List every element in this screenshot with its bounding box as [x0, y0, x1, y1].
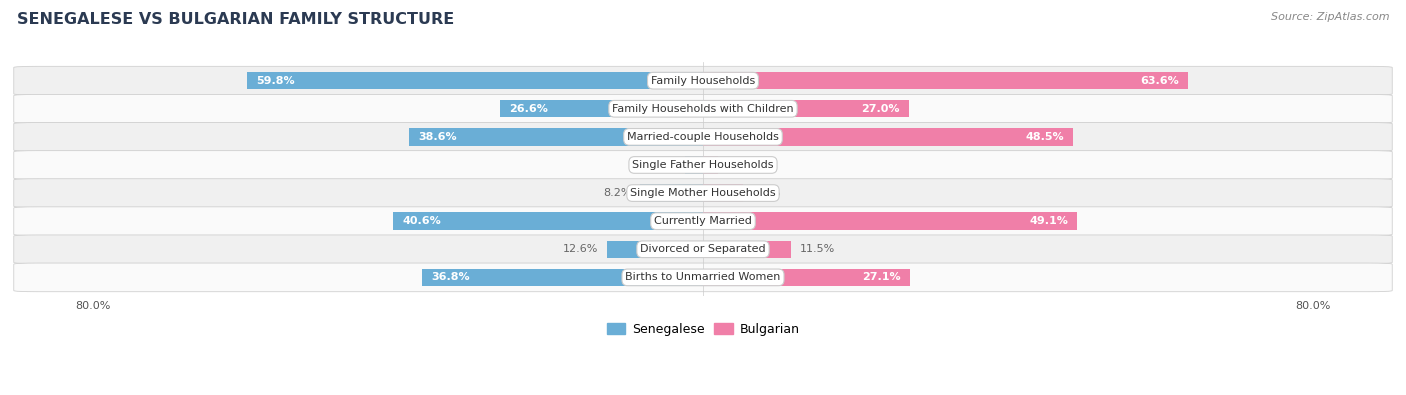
FancyBboxPatch shape — [14, 263, 1392, 292]
Text: SENEGALESE VS BULGARIAN FAMILY STRUCTURE: SENEGALESE VS BULGARIAN FAMILY STRUCTURE — [17, 12, 454, 27]
Text: 38.6%: 38.6% — [418, 132, 457, 142]
Text: 40.6%: 40.6% — [402, 216, 441, 226]
Text: 2.0%: 2.0% — [727, 160, 756, 170]
Bar — [703, 100, 908, 117]
Legend: Senegalese, Bulgarian: Senegalese, Bulgarian — [602, 318, 804, 341]
Text: 59.8%: 59.8% — [256, 76, 295, 86]
Text: Currently Married: Currently Married — [654, 216, 752, 226]
Text: Divorced or Separated: Divorced or Separated — [640, 244, 766, 254]
FancyBboxPatch shape — [14, 122, 1392, 151]
Text: 49.1%: 49.1% — [1029, 216, 1069, 226]
Text: 11.5%: 11.5% — [800, 244, 835, 254]
Bar — [703, 128, 1073, 146]
Text: 63.6%: 63.6% — [1140, 76, 1178, 86]
Bar — [703, 72, 1188, 89]
Text: 12.6%: 12.6% — [562, 244, 598, 254]
Text: Source: ZipAtlas.com: Source: ZipAtlas.com — [1271, 12, 1389, 22]
Bar — [703, 184, 744, 202]
Text: Family Households: Family Households — [651, 76, 755, 86]
Text: 2.3%: 2.3% — [648, 160, 676, 170]
Bar — [686, 156, 703, 174]
FancyBboxPatch shape — [14, 179, 1392, 207]
Text: Single Father Households: Single Father Households — [633, 160, 773, 170]
Text: 8.2%: 8.2% — [603, 188, 631, 198]
Text: Births to Unmarried Women: Births to Unmarried Women — [626, 273, 780, 282]
Bar — [422, 269, 703, 286]
Text: Married-couple Households: Married-couple Households — [627, 132, 779, 142]
Bar — [641, 184, 703, 202]
Bar — [703, 213, 1077, 230]
Text: Single Mother Households: Single Mother Households — [630, 188, 776, 198]
FancyBboxPatch shape — [14, 150, 1392, 179]
FancyBboxPatch shape — [14, 94, 1392, 123]
Text: 26.6%: 26.6% — [509, 104, 548, 114]
Bar — [501, 100, 703, 117]
Bar — [703, 241, 790, 258]
Text: 5.3%: 5.3% — [752, 188, 780, 198]
FancyBboxPatch shape — [14, 235, 1392, 263]
Text: 27.0%: 27.0% — [862, 104, 900, 114]
Text: 36.8%: 36.8% — [432, 273, 470, 282]
Text: Family Households with Children: Family Households with Children — [612, 104, 794, 114]
Bar — [703, 269, 910, 286]
Text: 48.5%: 48.5% — [1025, 132, 1063, 142]
FancyBboxPatch shape — [14, 207, 1392, 235]
Bar — [247, 72, 703, 89]
Bar — [607, 241, 703, 258]
Bar — [703, 156, 718, 174]
Text: 27.1%: 27.1% — [862, 273, 900, 282]
FancyBboxPatch shape — [14, 66, 1392, 95]
Bar — [394, 213, 703, 230]
Bar — [409, 128, 703, 146]
